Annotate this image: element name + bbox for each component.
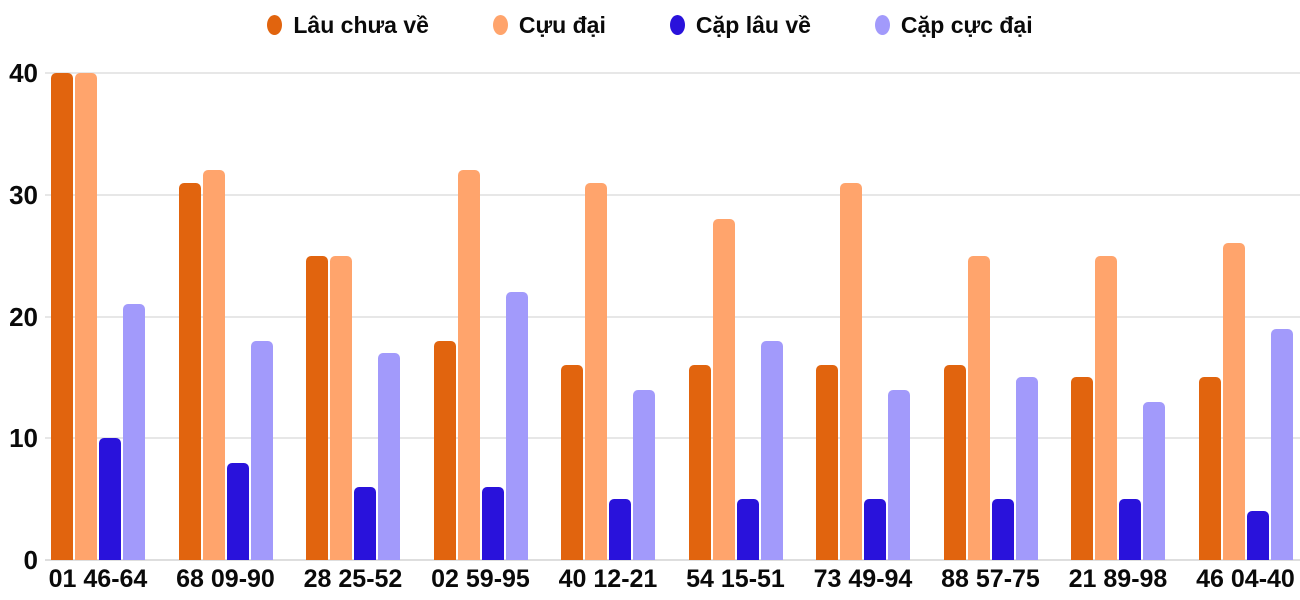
- legend-swatch-cap-lau-ve-icon: [669, 15, 685, 35]
- bar-lau-chua-ve-21-89-98: [1071, 377, 1093, 560]
- bar-lau-chua-ve-68-09-90: [178, 182, 201, 560]
- y-tick-label-0: 0: [23, 545, 38, 575]
- gridline-10: [45, 437, 1300, 440]
- bar-lau-chua-ve-46-04-40: [1198, 377, 1221, 560]
- bar-cuu-dai-28-25-52: [330, 255, 352, 560]
- legend-label-cap-cuc-dai: Cặp cực đại: [900, 11, 1033, 38]
- bar-lau-chua-ve-54-15-51: [688, 365, 711, 560]
- x-tick-label-28-25-52: 28 25-52: [303, 565, 403, 593]
- bar-cuu-dai-02-59-95: [457, 170, 480, 560]
- x-tick-label-40-12-21: 40 12-21: [558, 565, 658, 593]
- bar-cuu-dai-21-89-98: [1095, 255, 1117, 560]
- x-tick-label-88-57-75: 88 57-75: [941, 565, 1040, 593]
- bar-cuu-dai-73-49-94: [840, 182, 862, 560]
- bar-cap-lau-ve-46-04-40: [1246, 511, 1269, 560]
- legend-label-cap-lau-ve: Cặp lâu về: [695, 11, 811, 38]
- x-axis-baseline: [45, 559, 1300, 561]
- bar-cap-lau-ve-88-57-75: [991, 499, 1014, 560]
- bar-cap-cuc-dai-21-89-98: [1143, 401, 1165, 560]
- bar-cuu-dai-40-12-21: [585, 182, 607, 560]
- gridline-20: [45, 315, 1300, 318]
- legend-label-cuu-dai: Cựu đại: [518, 11, 606, 38]
- legend-item-cap-lau-ve[interactable]: Cặp lâu về: [669, 11, 811, 39]
- bar-cuu-dai-54-15-51: [712, 219, 735, 560]
- legend-swatch-cap-cuc-dai-icon: [874, 15, 890, 35]
- x-tick-label-21-89-98: 21 89-98: [1068, 565, 1168, 593]
- x-tick-label-68-09-90: 68 09-90: [176, 565, 275, 593]
- bar-cap-cuc-dai-40-12-21: [633, 389, 655, 560]
- bar-cuu-dai-46-04-40: [1222, 243, 1245, 560]
- chart-legend: Lâu chưa về Cựu đại Cặp lâu về Cặp cực đại: [0, 6, 1300, 44]
- bar-cap-lau-ve-02-59-95: [481, 486, 504, 560]
- bar-cap-lau-ve-73-49-94: [864, 499, 886, 560]
- bar-cap-lau-ve-21-89-98: [1119, 499, 1141, 560]
- bar-lau-chua-ve-73-49-94: [816, 365, 838, 560]
- bar-lau-chua-ve-02-59-95: [433, 340, 456, 560]
- y-tick-label-10: 10: [9, 423, 38, 454]
- bar-cap-lau-ve-68-09-90: [226, 462, 249, 560]
- x-tick-label-54-15-51: 54 15-51: [686, 565, 785, 593]
- gridline-40: [45, 72, 1300, 74]
- x-tick-label-73-49-94: 73 49-94: [813, 565, 913, 593]
- x-tick-label-01-46-64: 01 46-64: [48, 565, 148, 593]
- bar-cap-cuc-dai-54-15-51: [760, 340, 783, 560]
- bar-cap-lau-ve-40-12-21: [609, 499, 631, 560]
- bar-cap-cuc-dai-73-49-94: [888, 389, 910, 560]
- bar-lau-chua-ve-28-25-52: [306, 255, 328, 560]
- bar-cap-cuc-dai-02-59-95: [505, 292, 528, 560]
- bar-cap-lau-ve-01-46-64: [99, 438, 121, 560]
- bar-cuu-dai-01-46-64: [75, 73, 97, 560]
- y-tick-label-30: 30: [9, 179, 38, 210]
- legend-label-lau-chua-ve: Lâu chưa về: [293, 11, 429, 38]
- y-tick-label-20: 20: [9, 301, 38, 332]
- bar-cap-cuc-dai-01-46-64: [123, 304, 145, 560]
- y-tick-label-40: 40: [9, 58, 38, 88]
- bar-cap-cuc-dai-68-09-90: [250, 340, 273, 560]
- legend-swatch-cuu-dai-icon: [492, 15, 508, 35]
- legend-item-cap-cuc-dai[interactable]: Cặp cực đại: [874, 11, 1033, 39]
- bar-cuu-dai-88-57-75: [967, 255, 990, 560]
- bar-cap-lau-ve-54-15-51: [736, 499, 759, 560]
- bar-cap-cuc-dai-88-57-75: [1015, 377, 1038, 560]
- gridline-30: [45, 193, 1300, 196]
- bar-cuu-dai-68-09-90: [202, 170, 225, 560]
- x-tick-label-02-59-95: 02 59-95: [431, 565, 530, 593]
- legend-item-lau-chua-ve[interactable]: Lâu chưa về: [267, 12, 429, 39]
- legend-item-cuu-dai[interactable]: Cựu đại: [492, 11, 606, 39]
- bar-lau-chua-ve-01-46-64: [51, 73, 73, 560]
- bar-cap-cuc-dai-46-04-40: [1270, 328, 1293, 560]
- bar-cap-cuc-dai-28-25-52: [378, 353, 400, 560]
- legend-swatch-lau-chua-ve-icon: [267, 15, 283, 35]
- bar-lau-chua-ve-40-12-21: [561, 365, 583, 560]
- bar-cap-lau-ve-28-25-52: [354, 486, 376, 560]
- bar-lau-chua-ve-88-57-75: [943, 365, 966, 560]
- x-tick-label-46-04-40: 46 04-40: [1196, 565, 1295, 593]
